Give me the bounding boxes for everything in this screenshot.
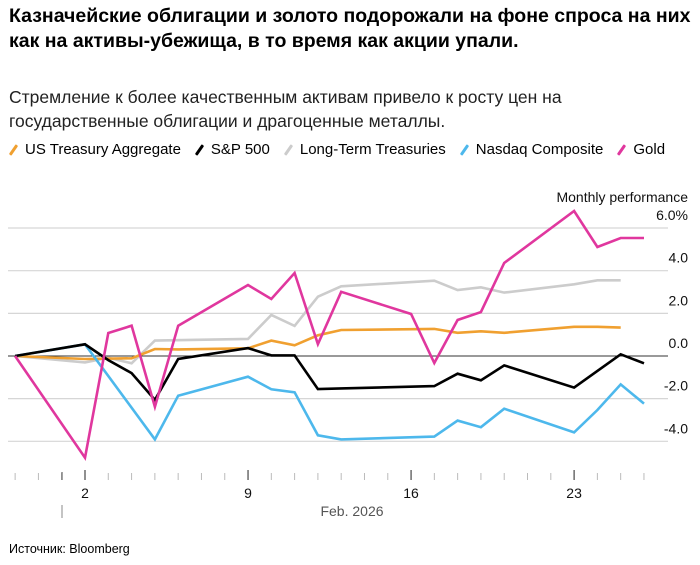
series-line-gold — [14, 209, 644, 462]
legend-label: Long-Term Treasuries — [299, 141, 446, 158]
legend-item: S&P 500 — [194, 140, 270, 160]
x-tick-label: 2 — [81, 485, 89, 501]
legend-item: US Treasury Aggregate — [8, 140, 181, 160]
y-tick-label: 2.0 — [669, 292, 689, 308]
x-tick-label: 16 — [403, 485, 419, 501]
series-line-us-treasury-aggregate — [15, 325, 621, 361]
y-tick-label: -4.0 — [664, 420, 688, 436]
series-line-s-p-500 — [14, 342, 645, 403]
legend: US Treasury Aggregate S&P 500 Long-Term Tr… — [8, 140, 699, 162]
y-axis-label: Monthly performance — [556, 189, 688, 205]
chart-subtitle: Стремление к более качественным активам … — [9, 87, 562, 131]
legend-item: Gold — [617, 140, 665, 160]
chart-title: Казначейские облигации и золото подорожа… — [9, 5, 691, 52]
x-tick-label: 23 — [566, 485, 582, 501]
y-tick-label: -2.0 — [664, 378, 688, 394]
legend-label: Gold — [633, 141, 666, 158]
legend-item: Nasdaq Composite — [459, 140, 604, 160]
y-tick-label: 6.0% — [656, 207, 688, 223]
legend-label: Nasdaq Composite — [475, 141, 604, 158]
series-line-nasdaq-composite — [14, 342, 645, 442]
legend-item: Long-Term Treasuries — [283, 140, 446, 160]
legend-label: US Treasury Aggregate — [25, 141, 181, 158]
series-line-long-term-treasuries — [14, 278, 621, 365]
x-month-label: Feb. 2026 — [320, 503, 383, 519]
y-tick-label: 4.0 — [669, 250, 689, 266]
x-tick-label: 9 — [244, 485, 252, 501]
source-note: Источник: Bloomberg — [9, 542, 130, 556]
y-tick-label: 0.0 — [669, 335, 689, 351]
legend-label: S&P 500 — [210, 141, 270, 158]
line-chart: -4.0 -2.0 0.0 2.0 4.0 6.0% Monthly performance… — [8, 189, 689, 519]
